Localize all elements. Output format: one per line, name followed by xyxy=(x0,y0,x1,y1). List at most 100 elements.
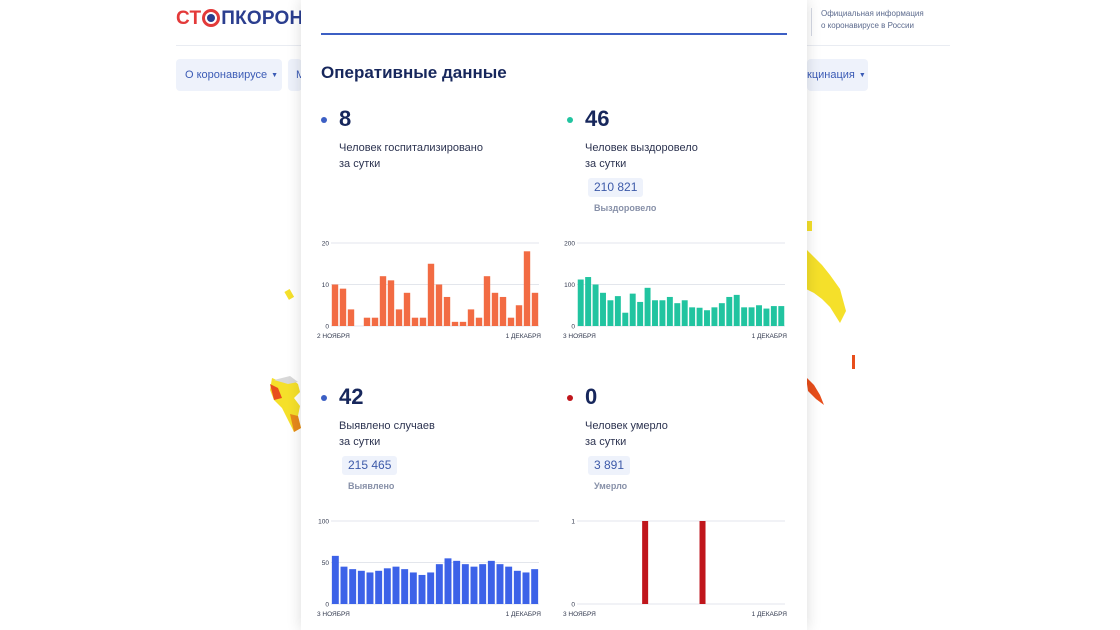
nav-about-coronavirus[interactable]: О коронавирусе ▼ xyxy=(176,59,282,91)
bar[interactable] xyxy=(756,305,762,326)
bar[interactable] xyxy=(483,276,491,326)
x-start-label: 2 НОЯБРЯ xyxy=(317,333,350,340)
bar[interactable] xyxy=(515,305,523,326)
bar[interactable] xyxy=(401,569,409,604)
bar[interactable] xyxy=(375,570,383,604)
bar[interactable] xyxy=(505,566,513,604)
bar[interactable] xyxy=(487,560,495,604)
bar[interactable] xyxy=(499,296,507,326)
bar[interactable] xyxy=(689,307,696,326)
bar[interactable] xyxy=(763,308,770,326)
x-start-label: 3 НОЯБРЯ xyxy=(317,611,350,618)
bar[interactable] xyxy=(696,307,703,326)
bar[interactable] xyxy=(331,284,339,327)
bar[interactable] xyxy=(461,564,469,604)
bar[interactable] xyxy=(592,284,599,327)
bar[interactable] xyxy=(395,309,403,326)
bar[interactable] xyxy=(347,309,355,326)
bar[interactable] xyxy=(681,300,688,326)
deaths-value: 0 xyxy=(585,384,598,409)
cases-dot-icon xyxy=(321,395,327,401)
bar[interactable] xyxy=(419,317,427,326)
bar[interactable] xyxy=(479,564,487,604)
bar[interactable] xyxy=(467,309,475,326)
bar[interactable] xyxy=(770,306,777,326)
bar[interactable] xyxy=(523,251,531,326)
bar[interactable] xyxy=(349,569,357,604)
bar[interactable] xyxy=(733,294,740,327)
bar[interactable] xyxy=(470,566,478,604)
y-tick-label: 20 xyxy=(322,241,330,248)
y-tick-label: 0 xyxy=(571,324,575,331)
bar[interactable] xyxy=(366,572,374,604)
bar[interactable] xyxy=(531,569,539,604)
bar[interactable] xyxy=(435,564,443,604)
nav-measures[interactable]: М xyxy=(288,59,302,91)
operational-data-panel: Оперативные данные 8 Человек госпитализи… xyxy=(301,0,807,630)
bar[interactable] xyxy=(507,317,515,326)
bar[interactable] xyxy=(427,263,435,326)
bar[interactable] xyxy=(577,279,584,326)
bar[interactable] xyxy=(427,572,435,604)
chevron-down-icon: ▼ xyxy=(271,71,279,79)
bar[interactable] xyxy=(475,317,483,326)
bar[interactable] xyxy=(331,555,339,604)
nav-vaccination[interactable]: кцинация ▼ xyxy=(807,59,868,91)
bar[interactable] xyxy=(711,307,718,326)
bar[interactable] xyxy=(444,558,452,604)
bar[interactable] xyxy=(652,300,658,326)
hospitalized-value: 8 xyxy=(339,106,352,131)
bar[interactable] xyxy=(513,570,521,604)
bar[interactable] xyxy=(726,296,733,326)
bar[interactable] xyxy=(600,292,606,326)
bar[interactable] xyxy=(435,284,443,327)
bar[interactable] xyxy=(637,301,644,326)
recovered-chart: 0 100 200 3 НОЯБРЯ 1 ДЕКАБРЯ xyxy=(563,241,788,341)
bar[interactable] xyxy=(379,276,387,326)
bar[interactable] xyxy=(622,312,629,326)
y-tick-label: 50 xyxy=(322,560,330,567)
bar[interactable] xyxy=(451,321,459,326)
bar[interactable] xyxy=(674,303,681,326)
bar[interactable] xyxy=(409,572,417,604)
bar[interactable] xyxy=(491,292,499,326)
bar[interactable] xyxy=(522,572,530,604)
bar[interactable] xyxy=(383,568,391,604)
y-tick-label: 100 xyxy=(564,282,575,289)
map-fragment-right xyxy=(804,221,855,405)
bar[interactable] xyxy=(718,303,725,326)
bar[interactable] xyxy=(357,570,365,604)
bar[interactable] xyxy=(666,296,673,326)
y-tick-label: 200 xyxy=(564,241,575,248)
bar[interactable] xyxy=(699,521,706,604)
bar[interactable] xyxy=(531,292,539,326)
cases-desc-line1: Выявлено случаев xyxy=(339,420,435,432)
bar[interactable] xyxy=(614,296,621,326)
bar[interactable] xyxy=(459,321,467,326)
bar[interactable] xyxy=(340,566,348,604)
bar[interactable] xyxy=(607,300,614,326)
bar[interactable] xyxy=(411,317,419,326)
nav-vaccination-label: кцинация xyxy=(807,69,855,81)
recovered-total: 210 821 xyxy=(588,178,644,197)
bar[interactable] xyxy=(403,292,411,326)
bar[interactable] xyxy=(704,310,710,326)
bar[interactable] xyxy=(339,288,347,326)
x-end-label: 1 ДЕКАБРЯ xyxy=(752,333,788,340)
bar[interactable] xyxy=(778,306,785,326)
bar[interactable] xyxy=(644,287,651,326)
bar[interactable] xyxy=(453,560,461,604)
bar[interactable] xyxy=(659,300,666,326)
bar[interactable] xyxy=(496,564,504,604)
bar[interactable] xyxy=(371,317,379,326)
bar[interactable] xyxy=(748,307,755,326)
bar[interactable] xyxy=(418,574,426,604)
bar[interactable] xyxy=(642,521,649,604)
bar[interactable] xyxy=(741,307,748,326)
bar[interactable] xyxy=(392,566,400,604)
bar[interactable] xyxy=(363,317,371,326)
bar[interactable] xyxy=(387,280,395,326)
bar[interactable] xyxy=(443,296,451,326)
bar[interactable] xyxy=(629,293,636,326)
bar[interactable] xyxy=(585,277,592,326)
